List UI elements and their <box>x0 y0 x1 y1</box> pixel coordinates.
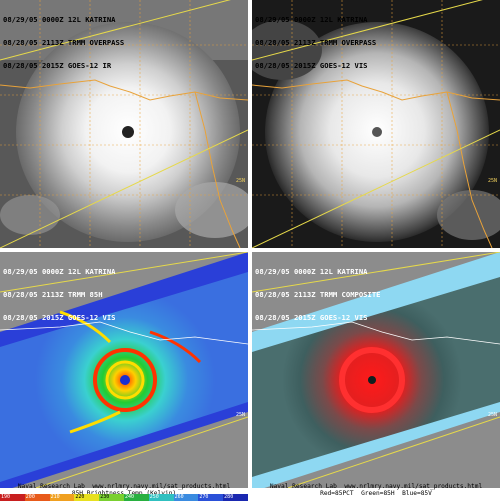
latitude-label: 25N <box>488 178 498 184</box>
panel-header: 08/29/05 0000Z 12L KATRINA 08/28/05 2113… <box>3 1 124 85</box>
panel-header: 08/29/05 0000Z 12L KATRINA 08/28/05 2113… <box>255 253 381 337</box>
ir-satellite-image <box>0 0 248 248</box>
microwave-85h-panel: 25N 08/29/05 0000Z 12L KATRINA 08/28/05 … <box>0 252 248 500</box>
panel-header: 08/29/05 0000Z 12L KATRINA 08/28/05 2113… <box>255 1 376 85</box>
latitude-label: 25N <box>488 412 498 418</box>
scale-swatch: 260 <box>173 494 199 501</box>
scale-tick: 280 <box>224 494 234 500</box>
scale-swatch: 250 <box>148 494 174 501</box>
vis-image-panel: 25N 08/29/05 0000Z 12L KATRINA 08/28/05 … <box>252 0 500 248</box>
scale-swatch: 280 <box>223 494 248 501</box>
panel-header: 08/29/05 0000Z 12L KATRINA 08/28/05 2113… <box>3 253 116 337</box>
scale-swatch: 270 <box>198 494 224 501</box>
scale-tick: 190 <box>1 494 11 500</box>
credit-line: Naval Research Lab www.nrlmry.navy.mil/s… <box>269 483 483 490</box>
brightness-temp-color-scale: 190 200 210 220 230 240 250 260 270 280 <box>0 494 248 501</box>
hurricane-eye <box>120 375 130 385</box>
credit-line: Naval Research Lab www.nrlmry.navy.mil/s… <box>17 483 231 490</box>
microwave-composite-panel: 25N 08/29/05 0000Z 12L KATRINA 08/28/05 … <box>252 252 500 500</box>
header-line: 08/29/05 0000Z 12L KATRINA <box>255 15 368 25</box>
scale-swatch: 210 <box>49 494 75 501</box>
scale-tick: 200 <box>25 494 35 500</box>
scale-caption: 85H Brightness Temp (Kelvin) <box>0 490 248 497</box>
legend-caption: Red=85PCT Green=85H Blue=85V <box>320 490 432 497</box>
scale-swatch: 200 <box>24 494 50 501</box>
scale-tick: 270 <box>199 494 209 500</box>
scale-swatch: 190 <box>0 494 25 501</box>
hurricane-eye <box>122 126 134 138</box>
scale-tick: 250 <box>149 494 159 500</box>
hurricane-eye <box>372 127 382 137</box>
ir-image-panel: 25N 08/29/05 0000Z 12L KATRINA 08/28/05 … <box>0 0 248 248</box>
scale-swatch: 230 <box>99 494 124 501</box>
scale-tick: 230 <box>100 494 110 500</box>
microwave-85h-image <box>0 252 248 500</box>
latitude-label: 25N <box>236 412 246 418</box>
scale-tick: 260 <box>174 494 184 500</box>
header-line: 08/28/05 2015Z GOES-12 VIS <box>255 312 368 322</box>
header-line: 08/28/05 2113Z TRMM 85H <box>3 289 103 299</box>
header-line: 08/28/05 2015Z GOES-12 IR <box>3 60 112 70</box>
scale-tick: 210 <box>50 494 60 500</box>
scale-tick: 220 <box>75 494 85 500</box>
header-line: 08/28/05 2113Z TRMM OVERPASS <box>255 37 377 47</box>
header-line: 08/28/05 2015Z GOES-12 VIS <box>3 312 116 322</box>
hurricane-eye <box>368 376 376 384</box>
vis-satellite-image <box>252 0 500 248</box>
header-line: 08/28/05 2113Z TRMM OVERPASS <box>3 37 125 47</box>
microwave-composite-image <box>252 252 500 500</box>
header-line: 08/28/05 2015Z GOES-12 VIS <box>255 60 368 70</box>
scale-swatch: 240 <box>123 494 149 501</box>
header-line: 08/29/05 0000Z 12L KATRINA <box>3 15 116 25</box>
scale-tick: 240 <box>124 494 135 500</box>
scale-swatch: 220 <box>74 494 100 501</box>
latitude-label: 25N <box>236 178 246 184</box>
header-line: 08/28/05 2113Z TRMM COMPOSITE <box>255 289 381 299</box>
header-line: 08/29/05 0000Z 12L KATRINA <box>3 267 116 277</box>
header-line: 08/29/05 0000Z 12L KATRINA <box>255 267 368 277</box>
